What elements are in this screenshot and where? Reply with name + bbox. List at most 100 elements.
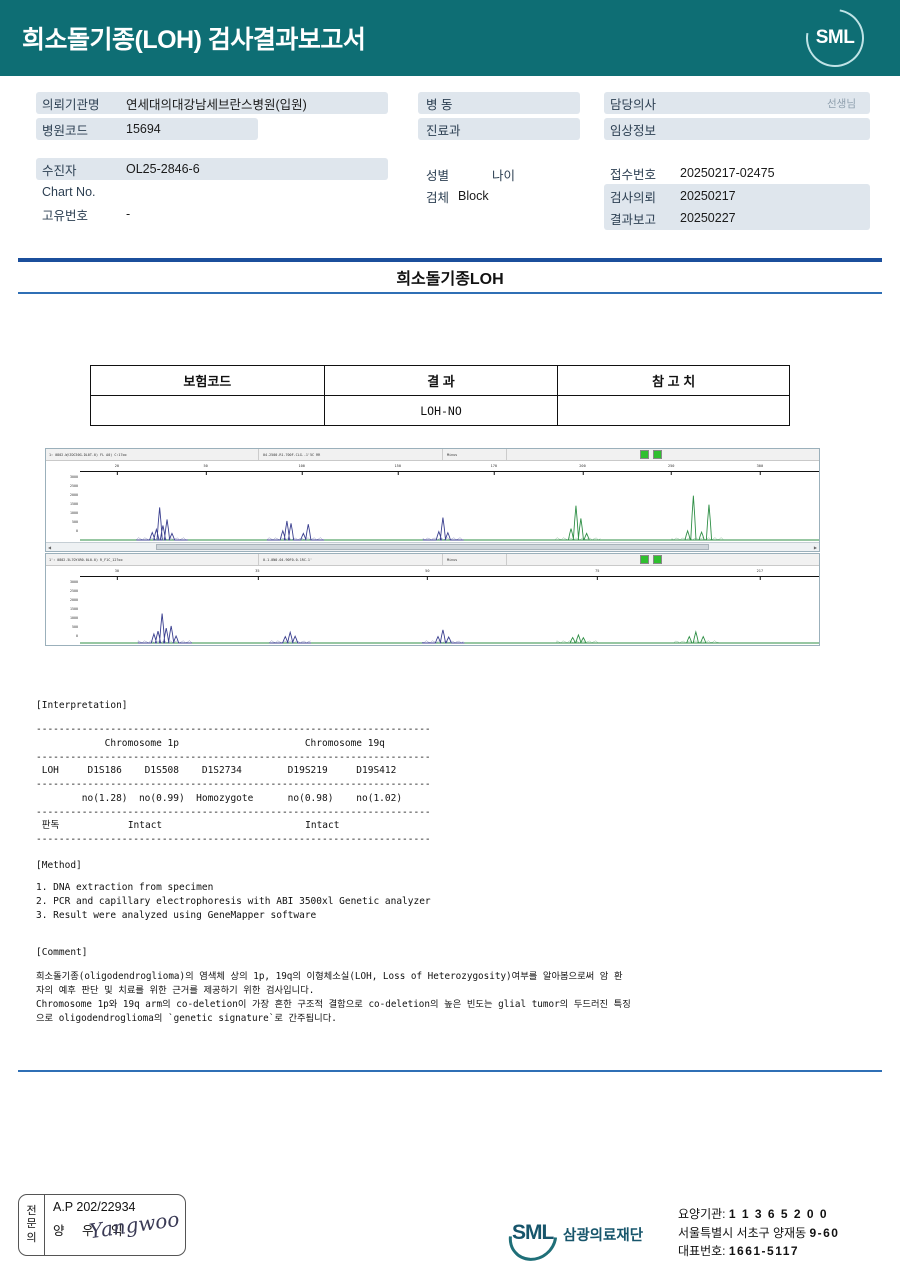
- col-insurance-code: 보험코드: [90, 365, 325, 396]
- stamp-char-2: 문: [26, 1218, 37, 1231]
- field-reported: 결과보고 20250227: [610, 207, 736, 229]
- patient-shade: [36, 158, 388, 180]
- stamp-char-3: 의: [26, 1231, 37, 1244]
- field-unique-no: 고유번호 -: [42, 204, 130, 224]
- doctor-suffix: 선생님: [827, 97, 856, 110]
- egram-panel-2-chip-a[interactable]: [640, 555, 649, 564]
- field-ward: 병 동: [426, 92, 452, 114]
- ytick: 1500: [70, 502, 78, 506]
- comment-body: 희소돌기종(oligodendroglioma)의 염색체 상의 1p, 19q…: [36, 971, 631, 1024]
- specimen-value: Block: [458, 189, 489, 203]
- ytick: 3000: [70, 580, 78, 584]
- xtick: 50: [203, 464, 208, 475]
- ytick: 3000: [70, 475, 78, 479]
- xtick: 35: [255, 569, 260, 580]
- hospital-code-label: 병원코드: [42, 123, 89, 138]
- method-list: 1. DNA extraction from specimen 2. PCR a…: [36, 882, 431, 921]
- xtick: 20: [114, 464, 120, 475]
- report-header: 희소돌기종(LOH) 검사결과보고서 SML: [0, 0, 900, 79]
- egram-panel-1-xaxis: 20 50 100 150 170 200 250 300: [80, 461, 819, 475]
- ytick: 2000: [70, 493, 78, 497]
- ytick: 500: [72, 625, 78, 629]
- egram-panel-2-trace: [80, 577, 819, 644]
- table-row: LOH-NO: [90, 395, 790, 426]
- patient-label: 수진자: [42, 163, 77, 178]
- result-table: 보험코드 결 과 참 고 치 LOH-NO: [90, 365, 790, 426]
- egram-panel-2-plotwrap: 3000 2500 2000 1500 1000 500 0 30 35 50 …: [46, 566, 819, 645]
- stamp-title-vertical: 전 문 의: [19, 1195, 45, 1255]
- address-line: 서울특별시 서초구 양재동 9-60: [678, 1224, 839, 1243]
- sex-label: 성별: [426, 168, 450, 183]
- field-hospital-code: 병원코드 15694: [42, 118, 161, 140]
- comment-heading: [Comment]: [36, 947, 88, 958]
- dept-shade: [418, 118, 580, 140]
- foundation-name: 삼광의료재단: [563, 1227, 644, 1244]
- patient-value: OL25-2846-6: [126, 162, 200, 176]
- egram-panel-1-trace: [80, 472, 819, 541]
- reported-label: 결과보고: [610, 212, 657, 227]
- provider-line: 요양기관: 1 1 3 6 5 2 0 0: [678, 1205, 839, 1224]
- egram-panel-1-sample: 1: 0802.W/ZOC50G.DL0T.0) FL A0) C:17oo: [49, 449, 259, 460]
- stamp-code: A.P 202/22934: [53, 1200, 136, 1214]
- egram-panel-2-chip-b[interactable]: [653, 555, 662, 564]
- hospital-code-shade: [36, 118, 258, 140]
- institution-label: 의뢰기관명: [42, 97, 100, 112]
- stamp-name: 양 우 익: [53, 1224, 130, 1238]
- dates-shade: [604, 184, 870, 230]
- interpretation-section: [Interpretation] -----------------------…: [36, 700, 431, 847]
- col-reference: 참 고 치: [557, 365, 790, 396]
- dept-label: 진료과: [426, 123, 461, 138]
- accession-label: 접수번호: [610, 167, 657, 182]
- cell-reference: [557, 395, 790, 426]
- egram-panel-1-run: 04.2500.R1.700F.CLG.-1'5C RR: [263, 449, 443, 460]
- xtick: 250: [667, 464, 675, 475]
- footer-logo: SML 삼광의료재단: [508, 1212, 643, 1256]
- xtick: 30: [114, 569, 120, 580]
- specimen-label: 검체: [426, 190, 450, 205]
- egram-panel-1-plot: 20 50 100 150 170 200 250 300: [80, 461, 819, 542]
- xtick: 75: [595, 569, 600, 580]
- method-heading: [Method]: [36, 860, 82, 871]
- ytick: 1500: [70, 607, 78, 611]
- unique-no-value: -: [126, 207, 131, 221]
- egram-panel-2-yaxis: 3000 2500 2000 1500 1000 500 0: [46, 566, 80, 645]
- page-title: 희소돌기종(LOH) 검사결과보고서: [22, 26, 366, 54]
- electropherogram: 1: 0802.W/ZOC50G.DL0T.0) FL A0) C:17oo 0…: [45, 448, 820, 647]
- xtick: 150: [394, 464, 402, 475]
- ytick: 2500: [70, 589, 78, 593]
- chart-no-label: Chart No.: [42, 185, 96, 199]
- address-text: 서울특별시 서초구 양재동: [678, 1225, 807, 1240]
- scroll-thumb[interactable]: [155, 544, 710, 550]
- egram-panel-2-sample: 1': 0802.5L7OY4R0.0L0.0) R_F1C_12?oo: [49, 554, 259, 565]
- ward-shade: [418, 92, 580, 114]
- provider-value: 1 1 3 6 5 2 0 0: [728, 1207, 829, 1221]
- section-title: 희소돌기종LOH: [396, 271, 504, 288]
- ytick: 500: [72, 520, 78, 524]
- xtick: 200: [579, 464, 586, 475]
- accession-value: 20250217-02475: [680, 166, 775, 180]
- field-dept: 진료과: [426, 118, 461, 140]
- field-sex: 성별 나이: [426, 164, 515, 184]
- section-rule-top: [18, 258, 882, 262]
- table-header-row: 보험코드 결 과 참 고 치: [90, 365, 790, 396]
- clinical-label: 임상정보: [610, 123, 657, 138]
- field-chart-no: Chart No.: [42, 182, 126, 202]
- scroll-left-arrow[interactable]: ◀: [48, 544, 52, 550]
- pathologist-stamp: 전 문 의 A.P 202/22934 양 우 익 Yangwoo: [18, 1194, 186, 1256]
- unique-no-label: 고유번호: [42, 208, 89, 223]
- egram-panel-1-toolbar: 1: 0802.W/ZOC50G.DL0T.0) FL A0) C:17oo 0…: [46, 449, 819, 461]
- egram-panel-2-plot: 30 35 50 75 217: [80, 566, 819, 645]
- interpretation-heading: [Interpretation]: [36, 700, 128, 711]
- egram-panel-1-scrollbar[interactable]: ◀ ▶: [46, 542, 819, 551]
- egram-panel-2-xaxis: 30 35 50 75 217: [80, 566, 819, 580]
- egram-panel-1-plotwrap: 3000 2500 2000 1500 1000 500 0 20 50 100…: [46, 461, 819, 542]
- field-specimen: 검체 Block: [426, 186, 489, 206]
- sml-ring-logo: SML: [794, 0, 876, 79]
- phone-value: 1661-5117: [728, 1244, 800, 1259]
- xtick: 100: [298, 464, 305, 475]
- footer-logo-text: SML: [512, 1221, 554, 1244]
- egram-panel-1-chip-a[interactable]: [640, 450, 649, 459]
- scroll-right-arrow[interactable]: ▶: [813, 544, 817, 550]
- egram-panel-1-chip-b[interactable]: [653, 450, 662, 459]
